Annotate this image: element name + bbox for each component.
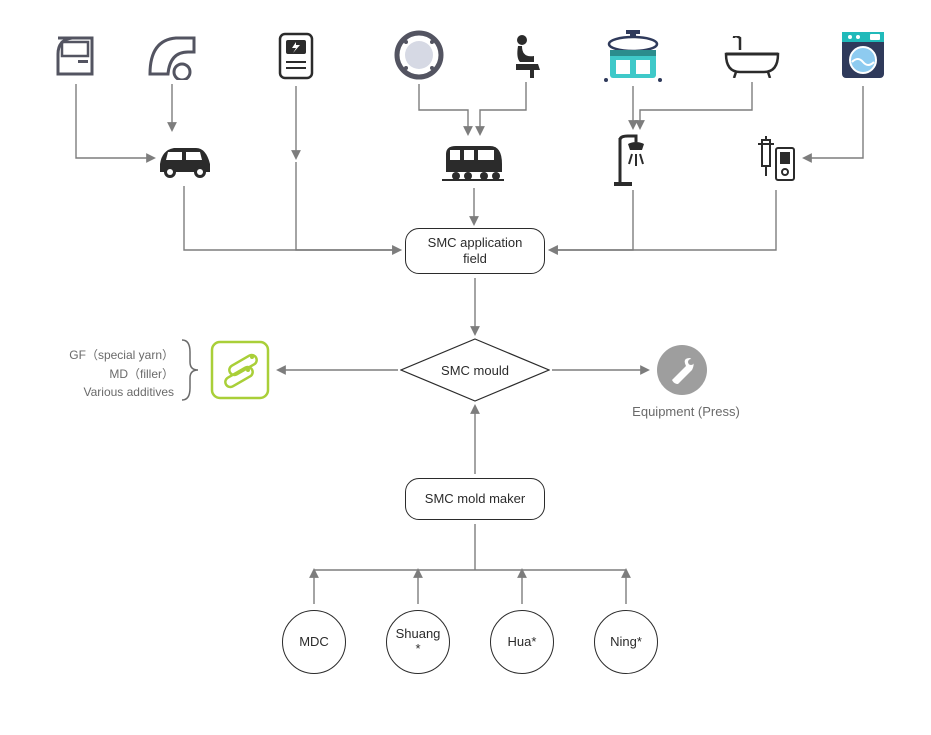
node-label: SMC mold maker <box>425 491 525 507</box>
materials-line: MD（filler） <box>34 365 174 384</box>
node-label: SMC applicationfield <box>428 235 523 268</box>
porthole-icon <box>394 30 444 80</box>
seat-icon <box>508 34 544 78</box>
washer-icon <box>838 28 888 82</box>
car-icon <box>154 138 214 180</box>
maker-mdc: MDC <box>282 610 346 674</box>
car-door-icon <box>52 32 100 80</box>
maker-label: Hua* <box>508 635 537 650</box>
node-smc-application-field: SMC applicationfield <box>405 228 545 274</box>
bathtub-icon <box>724 36 780 78</box>
maker-label: Shuang* <box>396 627 441 657</box>
node-smc-mold-maker: SMC mold maker <box>405 478 545 520</box>
materials-line: Various additives <box>34 383 174 402</box>
maker-ning: Ning* <box>594 610 658 674</box>
maker-label: Ning* <box>610 635 642 650</box>
wrench-icon <box>656 344 708 396</box>
materials-list: GF（special yarn） MD（filler） Various addi… <box>34 346 174 402</box>
node-smc-mould: SMC mould <box>400 338 550 402</box>
maker-label: MDC <box>299 635 329 650</box>
shower-icon <box>614 134 654 186</box>
charger-icon <box>276 30 316 82</box>
fender-icon <box>146 32 198 80</box>
maker-shuang: Shuang* <box>386 610 450 674</box>
node-label: SMC mould <box>441 363 509 378</box>
sink-cabinet-icon <box>602 30 664 82</box>
train-icon <box>442 140 504 184</box>
materials-line: GF（special yarn） <box>34 346 174 365</box>
compound-icon <box>210 340 270 400</box>
syringe-device-icon <box>756 136 796 186</box>
equipment-label: Equipment (Press) <box>626 404 746 419</box>
maker-hua: Hua* <box>490 610 554 674</box>
